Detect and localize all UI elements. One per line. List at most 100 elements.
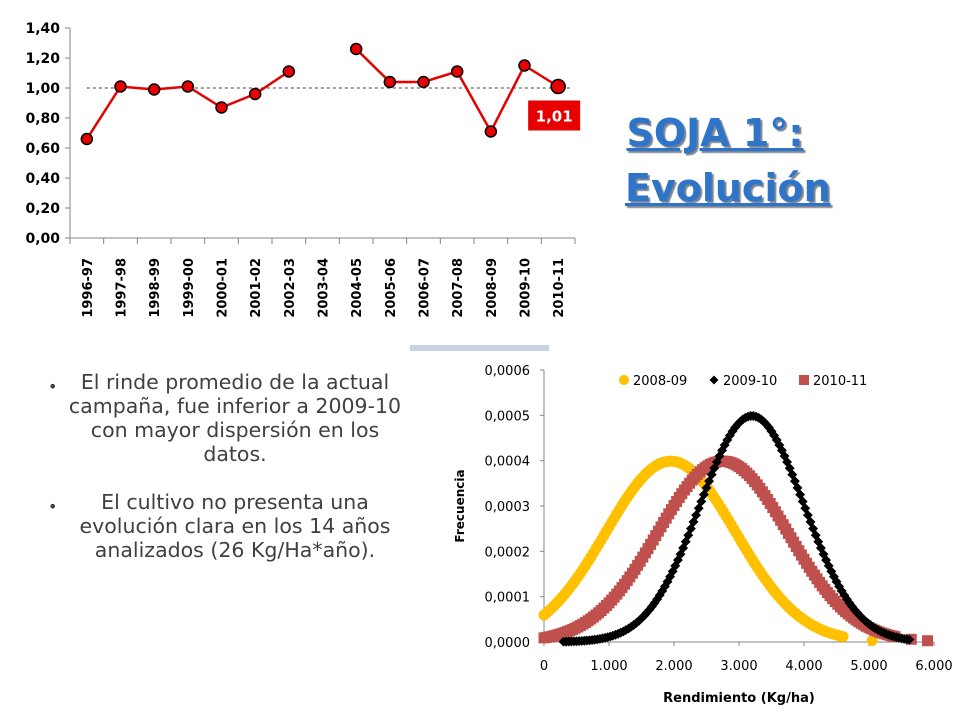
title-line-2: Evolución bbox=[625, 166, 831, 211]
data-point bbox=[714, 451, 725, 461]
data-point bbox=[847, 601, 858, 612]
x-tick-label: 2006-07 bbox=[418, 258, 433, 318]
data-point bbox=[147, 83, 161, 96]
bullet-text-2: El cultivo no presenta una evolución cla… bbox=[79, 490, 391, 562]
data-point bbox=[818, 549, 829, 560]
x-tick-label: 2000-01 bbox=[216, 258, 231, 318]
data-point bbox=[450, 65, 464, 78]
y-tick-label: 0,0003 bbox=[485, 500, 531, 515]
data-point bbox=[80, 132, 94, 146]
bullet-item: • El cultivo no presenta una evolución c… bbox=[40, 490, 410, 562]
data-point bbox=[769, 430, 780, 441]
x-tick-label: 5.000 bbox=[850, 659, 887, 674]
x-tick-label: 2001-02 bbox=[249, 258, 264, 318]
legend-marker bbox=[709, 375, 719, 385]
frequency-distribution-chart: 0,0000 0,0001 0,0002 0,0003 0,0004 0,0005 0,00… bbox=[434, 356, 960, 720]
x-tick-label: 2008-09 bbox=[485, 258, 500, 318]
x-tick-label: 2005-06 bbox=[384, 258, 399, 318]
data-point bbox=[730, 422, 741, 433]
y-tick-label: 0,00 bbox=[25, 231, 60, 247]
bullet-dot-icon: • bbox=[48, 497, 58, 516]
y-tick-label: 1,00 bbox=[25, 81, 60, 97]
y-tick-label: 0,0004 bbox=[485, 455, 531, 470]
x-axis-title: Rendimiento (Kg/ha) bbox=[663, 691, 815, 706]
data-point bbox=[114, 80, 127, 93]
bullet-text-1: El rinde promedio de la actual campaña, … bbox=[68, 370, 402, 466]
data-point bbox=[805, 516, 816, 527]
data-point bbox=[636, 613, 647, 624]
data-point bbox=[550, 78, 566, 95]
data-point bbox=[722, 435, 733, 445]
data-point bbox=[922, 635, 933, 647]
yield-index-chart: 0,00 0,20 0,40 0,60 0,80 1,00 1,20 1,40 1996-97 1… bbox=[0, 0, 585, 345]
y-axis-title: Frecuencia bbox=[453, 469, 467, 542]
data-point bbox=[792, 482, 803, 493]
data-point bbox=[181, 80, 195, 93]
data-point bbox=[282, 65, 296, 78]
data-point bbox=[782, 457, 793, 467]
y-tick-label: 0,60 bbox=[25, 141, 60, 157]
data-point bbox=[813, 536, 824, 547]
data-point bbox=[779, 451, 790, 461]
x-tick-label: 3.000 bbox=[720, 659, 757, 674]
data-point bbox=[834, 581, 845, 592]
x-tick-label: 1998-99 bbox=[148, 258, 163, 318]
data-point bbox=[484, 125, 498, 138]
legend-label: 2010-11 bbox=[813, 374, 867, 389]
data-point bbox=[717, 445, 728, 456]
legend-label: 2008-09 bbox=[633, 374, 687, 389]
callout-label: 1,01 bbox=[536, 108, 573, 126]
x-tick-label: 2003-04 bbox=[317, 258, 332, 318]
x-tick-label: 1997-98 bbox=[115, 258, 130, 318]
callout-box bbox=[528, 100, 581, 131]
x-tick-label: 2.000 bbox=[655, 659, 692, 674]
y-tick-label: 0,20 bbox=[25, 201, 60, 217]
data-point bbox=[696, 496, 707, 507]
data-point bbox=[821, 555, 832, 566]
data-point bbox=[866, 635, 878, 647]
legend-marker bbox=[799, 375, 809, 385]
data-point bbox=[680, 536, 691, 547]
x-tick-label: 1996-97 bbox=[81, 258, 96, 318]
bullet-item: • El rinde promedio de la actual campaña… bbox=[40, 370, 410, 466]
x-tick-label: 2002-03 bbox=[283, 258, 298, 318]
y-tick-label: 1,20 bbox=[25, 51, 60, 67]
x-tick-label: 2009-10 bbox=[519, 258, 534, 318]
data-point bbox=[215, 101, 228, 114]
data-point bbox=[417, 75, 430, 89]
bullet-list: • El rinde promedio de la actual campaña… bbox=[40, 370, 410, 586]
x-tick-label: 4.000 bbox=[785, 659, 822, 674]
x-tick-label: 1999-00 bbox=[182, 258, 197, 318]
slide-title: SOJA 1°: Evolución bbox=[625, 106, 831, 216]
data-point bbox=[248, 87, 262, 101]
x-tick-label: 2007-08 bbox=[451, 258, 466, 318]
y-tick-label: 0,80 bbox=[25, 111, 60, 127]
x-tick-label: 2010-11 bbox=[552, 258, 567, 318]
data-point bbox=[383, 75, 397, 89]
data-point bbox=[771, 435, 782, 445]
y-tick-label: 1,40 bbox=[25, 21, 60, 37]
data-point bbox=[831, 576, 842, 587]
data-point bbox=[518, 59, 531, 72]
data-point bbox=[349, 42, 363, 56]
data-point bbox=[766, 426, 777, 437]
y-tick-label: 0,0000 bbox=[485, 636, 531, 651]
data-point bbox=[844, 598, 855, 608]
x-tick-label: 0 bbox=[540, 659, 548, 674]
data-point bbox=[837, 631, 849, 643]
data-point bbox=[704, 476, 715, 487]
y-tick-label: 0,40 bbox=[25, 171, 60, 187]
bullet-dot-icon: • bbox=[48, 377, 58, 396]
data-point bbox=[797, 496, 808, 507]
y-tick-label: 0,0001 bbox=[485, 591, 531, 606]
x-tick-label: 6.000 bbox=[915, 659, 952, 674]
legend-label: 2009-10 bbox=[723, 374, 777, 389]
chart-caption-strip bbox=[410, 345, 549, 351]
title-line-1: SOJA 1°: bbox=[626, 111, 804, 155]
x-tick-label: 2004-05 bbox=[350, 258, 365, 318]
y-tick-label: 0,0006 bbox=[485, 364, 531, 379]
y-tick-label: 0,0002 bbox=[485, 545, 531, 560]
data-point bbox=[795, 489, 806, 500]
legend-marker bbox=[619, 375, 629, 385]
x-tick-label: 1.000 bbox=[590, 659, 627, 674]
